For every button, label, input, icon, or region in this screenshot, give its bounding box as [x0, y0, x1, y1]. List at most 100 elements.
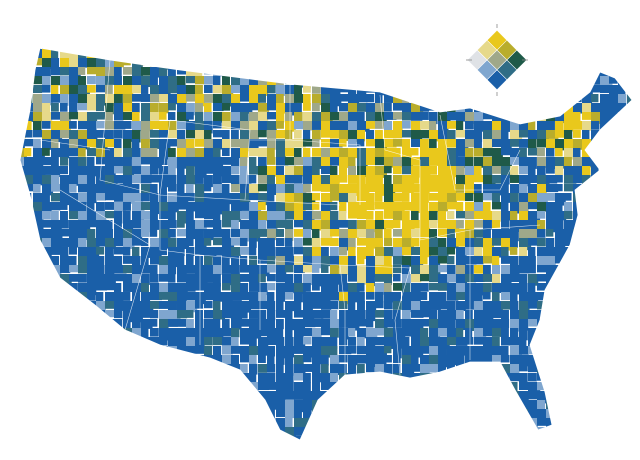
county	[528, 139, 537, 151]
county	[267, 58, 275, 71]
county	[195, 355, 204, 365]
county	[132, 418, 142, 427]
county	[312, 121, 322, 130]
county	[465, 409, 473, 417]
county	[465, 202, 476, 212]
county	[339, 256, 351, 268]
county	[168, 211, 176, 224]
county	[330, 355, 340, 368]
county	[303, 328, 315, 337]
county	[294, 139, 306, 148]
county	[366, 166, 378, 176]
county	[402, 58, 412, 68]
county	[528, 391, 538, 400]
county	[159, 67, 168, 79]
county	[51, 364, 61, 374]
county	[294, 256, 304, 268]
county	[87, 166, 98, 177]
county	[222, 427, 234, 440]
county	[141, 310, 152, 318]
county	[465, 337, 474, 345]
county	[483, 382, 491, 392]
county	[24, 274, 36, 284]
county	[375, 364, 387, 375]
county	[240, 211, 253, 220]
county	[366, 48, 375, 51]
county	[267, 337, 279, 346]
county	[42, 301, 52, 312]
county	[447, 67, 456, 78]
county	[555, 337, 567, 345]
county	[285, 112, 293, 124]
county	[474, 355, 485, 364]
county	[501, 337, 511, 346]
county	[501, 418, 514, 428]
county	[33, 373, 45, 383]
county	[249, 121, 260, 131]
county	[420, 58, 431, 66]
county	[555, 418, 564, 428]
county	[438, 49, 447, 58]
county	[24, 436, 32, 440]
county	[267, 238, 275, 248]
county	[429, 346, 440, 357]
county	[420, 94, 429, 105]
county	[195, 48, 206, 49]
county	[456, 76, 465, 89]
county	[267, 400, 277, 410]
county	[177, 274, 188, 283]
county	[420, 337, 433, 349]
county	[600, 76, 613, 86]
county	[600, 247, 612, 259]
county	[609, 283, 620, 293]
county	[87, 256, 100, 267]
county	[258, 49, 270, 59]
county	[159, 49, 172, 60]
county	[258, 76, 269, 88]
county	[528, 103, 540, 111]
county	[546, 301, 558, 309]
county	[627, 58, 632, 67]
county	[519, 175, 531, 187]
county	[555, 409, 568, 419]
county	[402, 184, 414, 193]
county	[582, 292, 594, 305]
county	[249, 238, 257, 248]
county	[555, 184, 563, 192]
county	[51, 337, 63, 350]
county	[366, 121, 375, 129]
county	[222, 409, 235, 422]
county	[33, 436, 44, 440]
county	[519, 229, 530, 240]
county	[267, 112, 277, 120]
county	[42, 202, 52, 212]
county	[150, 346, 161, 356]
county	[231, 391, 239, 402]
county	[105, 229, 114, 240]
county	[231, 427, 239, 439]
county	[456, 139, 469, 149]
county	[402, 274, 411, 284]
county	[87, 112, 98, 123]
county	[519, 148, 527, 159]
county	[276, 67, 284, 78]
county	[555, 139, 565, 151]
county	[537, 148, 545, 157]
county	[474, 76, 486, 85]
county	[330, 373, 339, 384]
county	[348, 175, 358, 184]
county	[321, 193, 333, 204]
county	[96, 346, 106, 357]
county	[600, 148, 611, 157]
county	[375, 265, 387, 276]
county	[537, 202, 549, 212]
county	[573, 283, 584, 295]
county	[195, 67, 203, 80]
county	[69, 211, 82, 220]
county	[627, 427, 632, 436]
county	[591, 427, 602, 440]
county	[249, 436, 262, 440]
county	[501, 346, 509, 356]
county	[402, 211, 410, 221]
county	[132, 400, 140, 408]
